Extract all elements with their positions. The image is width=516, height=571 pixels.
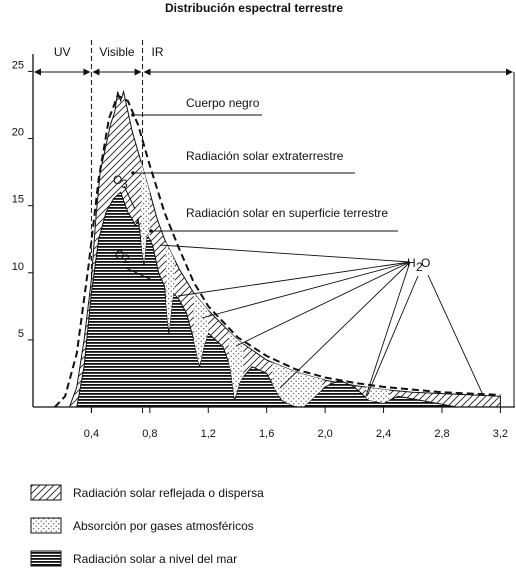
absorption-band-3 (193, 292, 209, 366)
band-arrowhead-left-1 (92, 68, 100, 76)
annotation-o2: O (115, 248, 124, 262)
absorption-band-2 (165, 242, 175, 330)
band-arrowhead-left-2 (143, 68, 151, 76)
legend-swatch-sea-level (30, 550, 62, 567)
annotation-o3-leader (123, 185, 136, 210)
band-arrowhead-right-2 (506, 68, 513, 76)
plot-area (54, 89, 501, 408)
x-tick-label: 1,6 (259, 428, 274, 440)
legend-label-sea-level: Radiación solar a nivel del mar (73, 552, 237, 566)
band-arrowhead-right-1 (134, 68, 142, 76)
h2o-leader-3 (201, 261, 411, 319)
legend: Radiación solar reflejada o dispersa Abs… (30, 484, 264, 567)
absorption-band-1 (141, 162, 150, 262)
h2o-leader-2 (177, 261, 411, 297)
sea-level-radiation-area (76, 191, 472, 408)
h2o-leader-low-2 (366, 275, 419, 397)
chart-title: Distribución espectral terrestre (165, 1, 343, 15)
annotation-o2-subscript: 2 (123, 252, 130, 266)
annotation-cuerpo-negro: Cuerpo negro (186, 96, 260, 110)
annotation-superficie-point (149, 229, 153, 233)
annotations: Cuerpo negro Radiación solar extraterrest… (113, 96, 484, 397)
annotation-o3-subscript: 3 (121, 177, 128, 191)
absorption-band-6 (366, 387, 390, 403)
annotation-o2-leader (125, 267, 153, 281)
h2o-leader-6 (365, 261, 411, 397)
band-arrowhead-right-0 (83, 68, 91, 76)
annotation-cuerpo-negro-point (131, 113, 135, 117)
y-tick-label: 25 (12, 59, 24, 71)
h2o-leader-low-1 (427, 274, 484, 396)
absorption-band-5 (272, 362, 323, 407)
h2o-leader-1 (159, 244, 411, 263)
annotation-h2o: H (407, 256, 416, 270)
band-arrowhead-left-0 (34, 68, 41, 76)
legend-label-reflected: Radiación solar reflejada o dispersa (73, 486, 264, 500)
h2o-leader-5 (279, 261, 411, 389)
annotation-o3: O (113, 173, 122, 187)
x-tick-label: 0,8 (142, 428, 157, 440)
legend-swatch-reflected (30, 484, 62, 501)
x-tick-label: 1,2 (201, 428, 216, 440)
band-label-uv: UV (54, 45, 71, 59)
axes: 5 10 15 20 25 0,4 0,8 1,2 1,6 2,0 2,4 2,8 3,2 (12, 54, 515, 440)
x-tick-label: 3,2 (493, 428, 508, 440)
y-tick-label: 5 (18, 328, 24, 340)
x-tick-label: 2,4 (376, 428, 391, 440)
band-label-ir: IR (152, 45, 164, 59)
annotation-extraterrestre: Radiación solar extraterrestre (186, 149, 344, 163)
legend-swatch-absorption (30, 517, 62, 534)
h2o-leader-4 (235, 261, 411, 347)
y-tick-label: 10 (12, 261, 24, 273)
x-tick-label: 0,4 (84, 428, 99, 440)
x-tick-label: 2,8 (434, 428, 449, 440)
annotation-h2o-subscript: 2 (416, 260, 423, 274)
annotation-h2o-o: O (421, 256, 430, 270)
annotation-extraterrestre-point (131, 171, 135, 175)
x-tick-label: 2,0 (317, 428, 332, 440)
legend-label-absorption: Absorción por gases atmosféricos (73, 519, 254, 533)
absorption-band-4 (228, 331, 244, 398)
y-tick-label: 15 (12, 194, 24, 206)
annotation-superficie: Radiación solar en superficie terrestre (186, 206, 388, 220)
gas-absorption-regions (141, 162, 390, 407)
blackbody-curve (54, 94, 501, 408)
band-label-visible: Visible (99, 45, 134, 59)
y-tick-label: 20 (12, 127, 24, 139)
